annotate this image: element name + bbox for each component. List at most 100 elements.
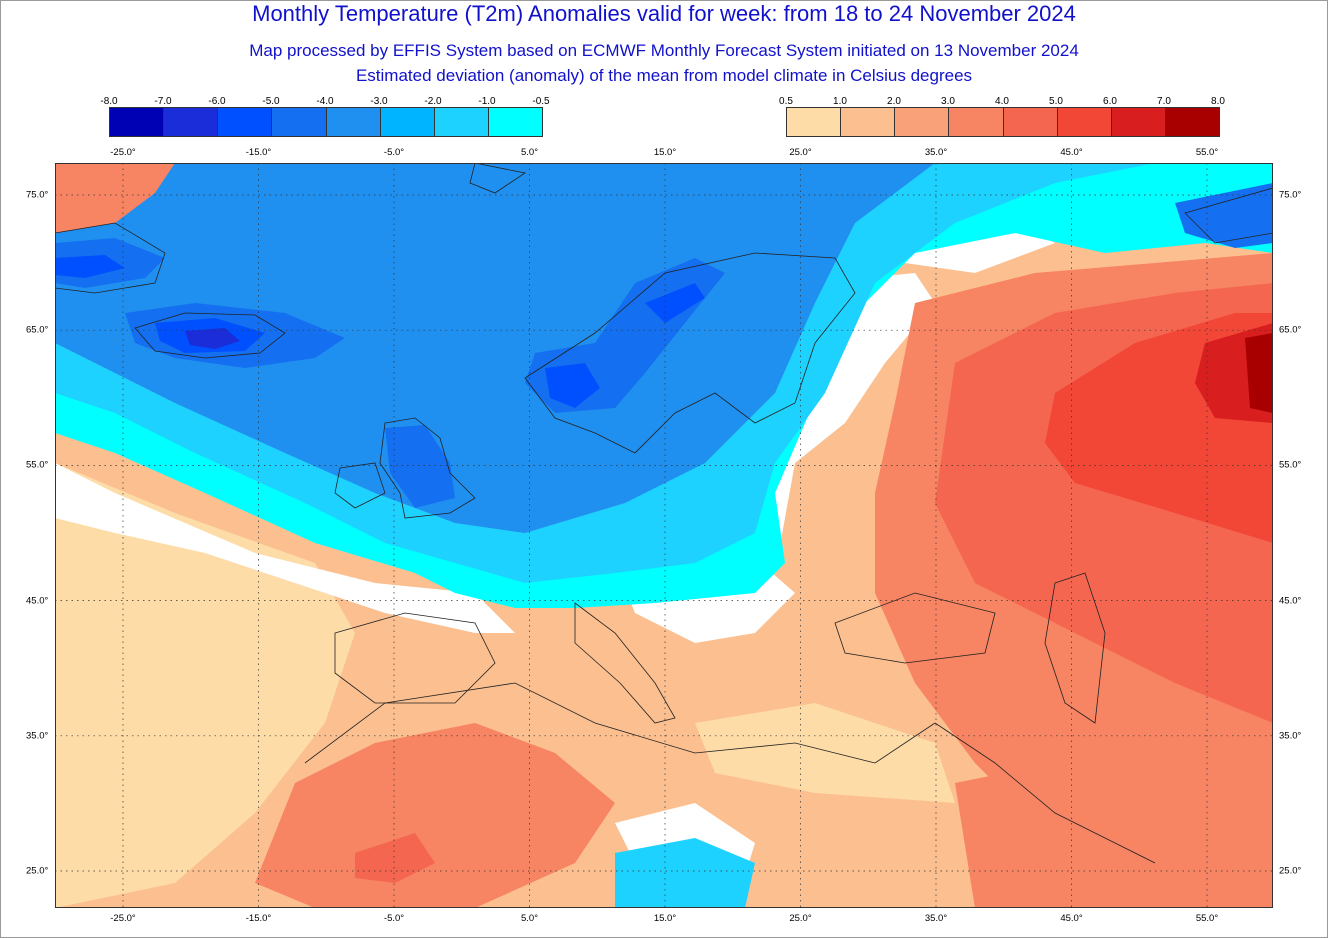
axis-tick-label: 25.0° [26,865,49,877]
colorbar-cell [787,108,842,136]
coastline-svalbard [469,163,527,194]
axis-tick-label: 75.0° [26,189,49,201]
colorbar-tick-label: 5.0 [1049,96,1063,107]
region-warm-greenland [55,163,175,233]
axis-tick-label: 75.0° [1279,189,1302,201]
region-cold-strong-novaya [1175,183,1273,248]
colorbar-cell [326,108,381,136]
coastline-caspian [1044,572,1106,724]
axis-tick-label: 55.0° [1279,459,1302,471]
axis-tick-label: 65.0° [1279,324,1302,336]
colorbar-tick-label: -7.0 [154,96,172,107]
region-eastmed-pale [695,703,955,803]
axis-tick-label: 65.0° [26,324,49,336]
axis-tick-label: 55.0° [1195,147,1219,158]
axis-tick-label: -5.0° [383,913,405,924]
axis-tick-label: -5.0° [383,147,405,158]
colorbar-cell [110,108,165,136]
axis-tick-label: 5.0° [520,913,539,924]
colorbar-cell [1003,108,1058,136]
colorbar-cell [164,108,219,136]
coastline-iceland [134,312,286,359]
coastline-iberia [334,612,496,704]
axis-tick-label: 25.0° [789,147,812,158]
region-cold-deep-lapland [645,283,705,323]
axis-tick-label: 45.0° [1060,913,1083,924]
axis-tick-label: 35.0° [26,730,49,742]
coastline-britain [379,417,476,519]
coastline-black-sea [834,592,996,664]
region-warm-mid-arabia [955,763,1155,908]
map-subtitle-units: Estimated deviation (anomaly) of the mea… [355,66,973,85]
colorbar-cell [949,108,1004,136]
map-subtitle-processing: Map processed by EFFIS System based on E… [249,41,1079,60]
region-cold-light-libya [615,838,755,908]
coastline-arabia [934,722,1156,864]
colorbar-tick-label: -4.0 [316,96,334,107]
colorbar-cell [218,108,273,136]
axis-tick-label: -15.0° [245,913,272,924]
colorbar-tick-label: -5.0 [262,96,280,107]
colorbar-tick-label: 0.5 [779,96,793,107]
map-border [55,163,1273,908]
coastline-italy [574,602,676,724]
colorbar-cell [1165,108,1219,136]
axis-tick-label: 55.0° [1195,913,1219,924]
region-warm-max-east [1245,333,1273,413]
colorbar-tick-label: 4.0 [995,96,1009,107]
region-warm-mid-sahara [255,723,615,908]
axis-tick-label: 35.0° [1279,730,1302,742]
warm-anomaly-colorbar [786,107,1220,137]
axis-tick-label: 25.0° [1279,865,1302,877]
colorbar-tick-label: -0.5 [532,96,550,107]
colorbar-tick-label: -1.0 [478,96,496,107]
anomaly-map [55,163,1273,908]
cold-anomaly-colorbar [109,107,543,137]
colorbar-tick-label: -8.0 [100,96,118,107]
coastline-north-africa [304,682,936,764]
colorbar-tick-label: 1.0 [833,96,847,107]
colorbar-tick-label: 7.0 [1157,96,1171,107]
axis-tick-label: -15.0° [245,147,272,158]
coastline-novaya-zemlya [1184,187,1273,244]
coastline-outlines [55,163,1273,864]
colorbar-cell [841,108,896,136]
colorbar-tick-label: -6.0 [208,96,226,107]
colorbar-cell [488,108,542,136]
axis-tick-label: 25.0° [789,913,812,924]
region-warm-strong-sahara [355,833,435,883]
colorbar-cell [1057,108,1112,136]
region-cold-strong-britain [385,425,455,508]
colorbar-cell [272,108,327,136]
colorbar-cell [380,108,435,136]
axis-tick-label: 15.0° [653,913,677,924]
region-cold-deep-norway [545,363,600,408]
axis-tick-label: 15.0° [653,147,677,158]
axis-tick-label: 35.0° [924,913,948,924]
colorbar-tick-label: 8.0 [1211,96,1225,107]
region-cold-deep-greenland [55,255,125,278]
axis-tick-label: 5.0° [520,147,539,158]
map-title: Monthly Temperature (T2m) Anomalies vali… [252,1,1076,26]
colorbar-tick-label: 2.0 [887,96,901,107]
coastline-scandinavia [524,252,856,454]
region-cold-core-iceland [185,328,240,349]
colorbar-cell [895,108,950,136]
colorbar-tick-label: -2.0 [424,96,442,107]
axis-tick-label: 55.0° [26,459,49,471]
colorbar-tick-label: 6.0 [1103,96,1117,107]
colorbar-cell [1111,108,1166,136]
region-neutral-baltic-east [755,273,935,573]
region-cold-mid [55,163,935,533]
axis-tick-label: 45.0° [1060,147,1083,158]
axis-tick-label: -25.0° [110,913,136,924]
axis-tick-label: 45.0° [26,595,49,607]
colorbar-cell [434,108,489,136]
colorbar-tick-label: 3.0 [941,96,955,107]
axis-tick-label: 45.0° [1279,595,1302,607]
axis-tick-label: 35.0° [924,147,948,158]
coastline-ireland [334,462,386,509]
region-neutral-atlantic [55,463,515,633]
coastline-greenland [55,222,166,294]
colorbar-tick-label: -3.0 [370,96,388,107]
